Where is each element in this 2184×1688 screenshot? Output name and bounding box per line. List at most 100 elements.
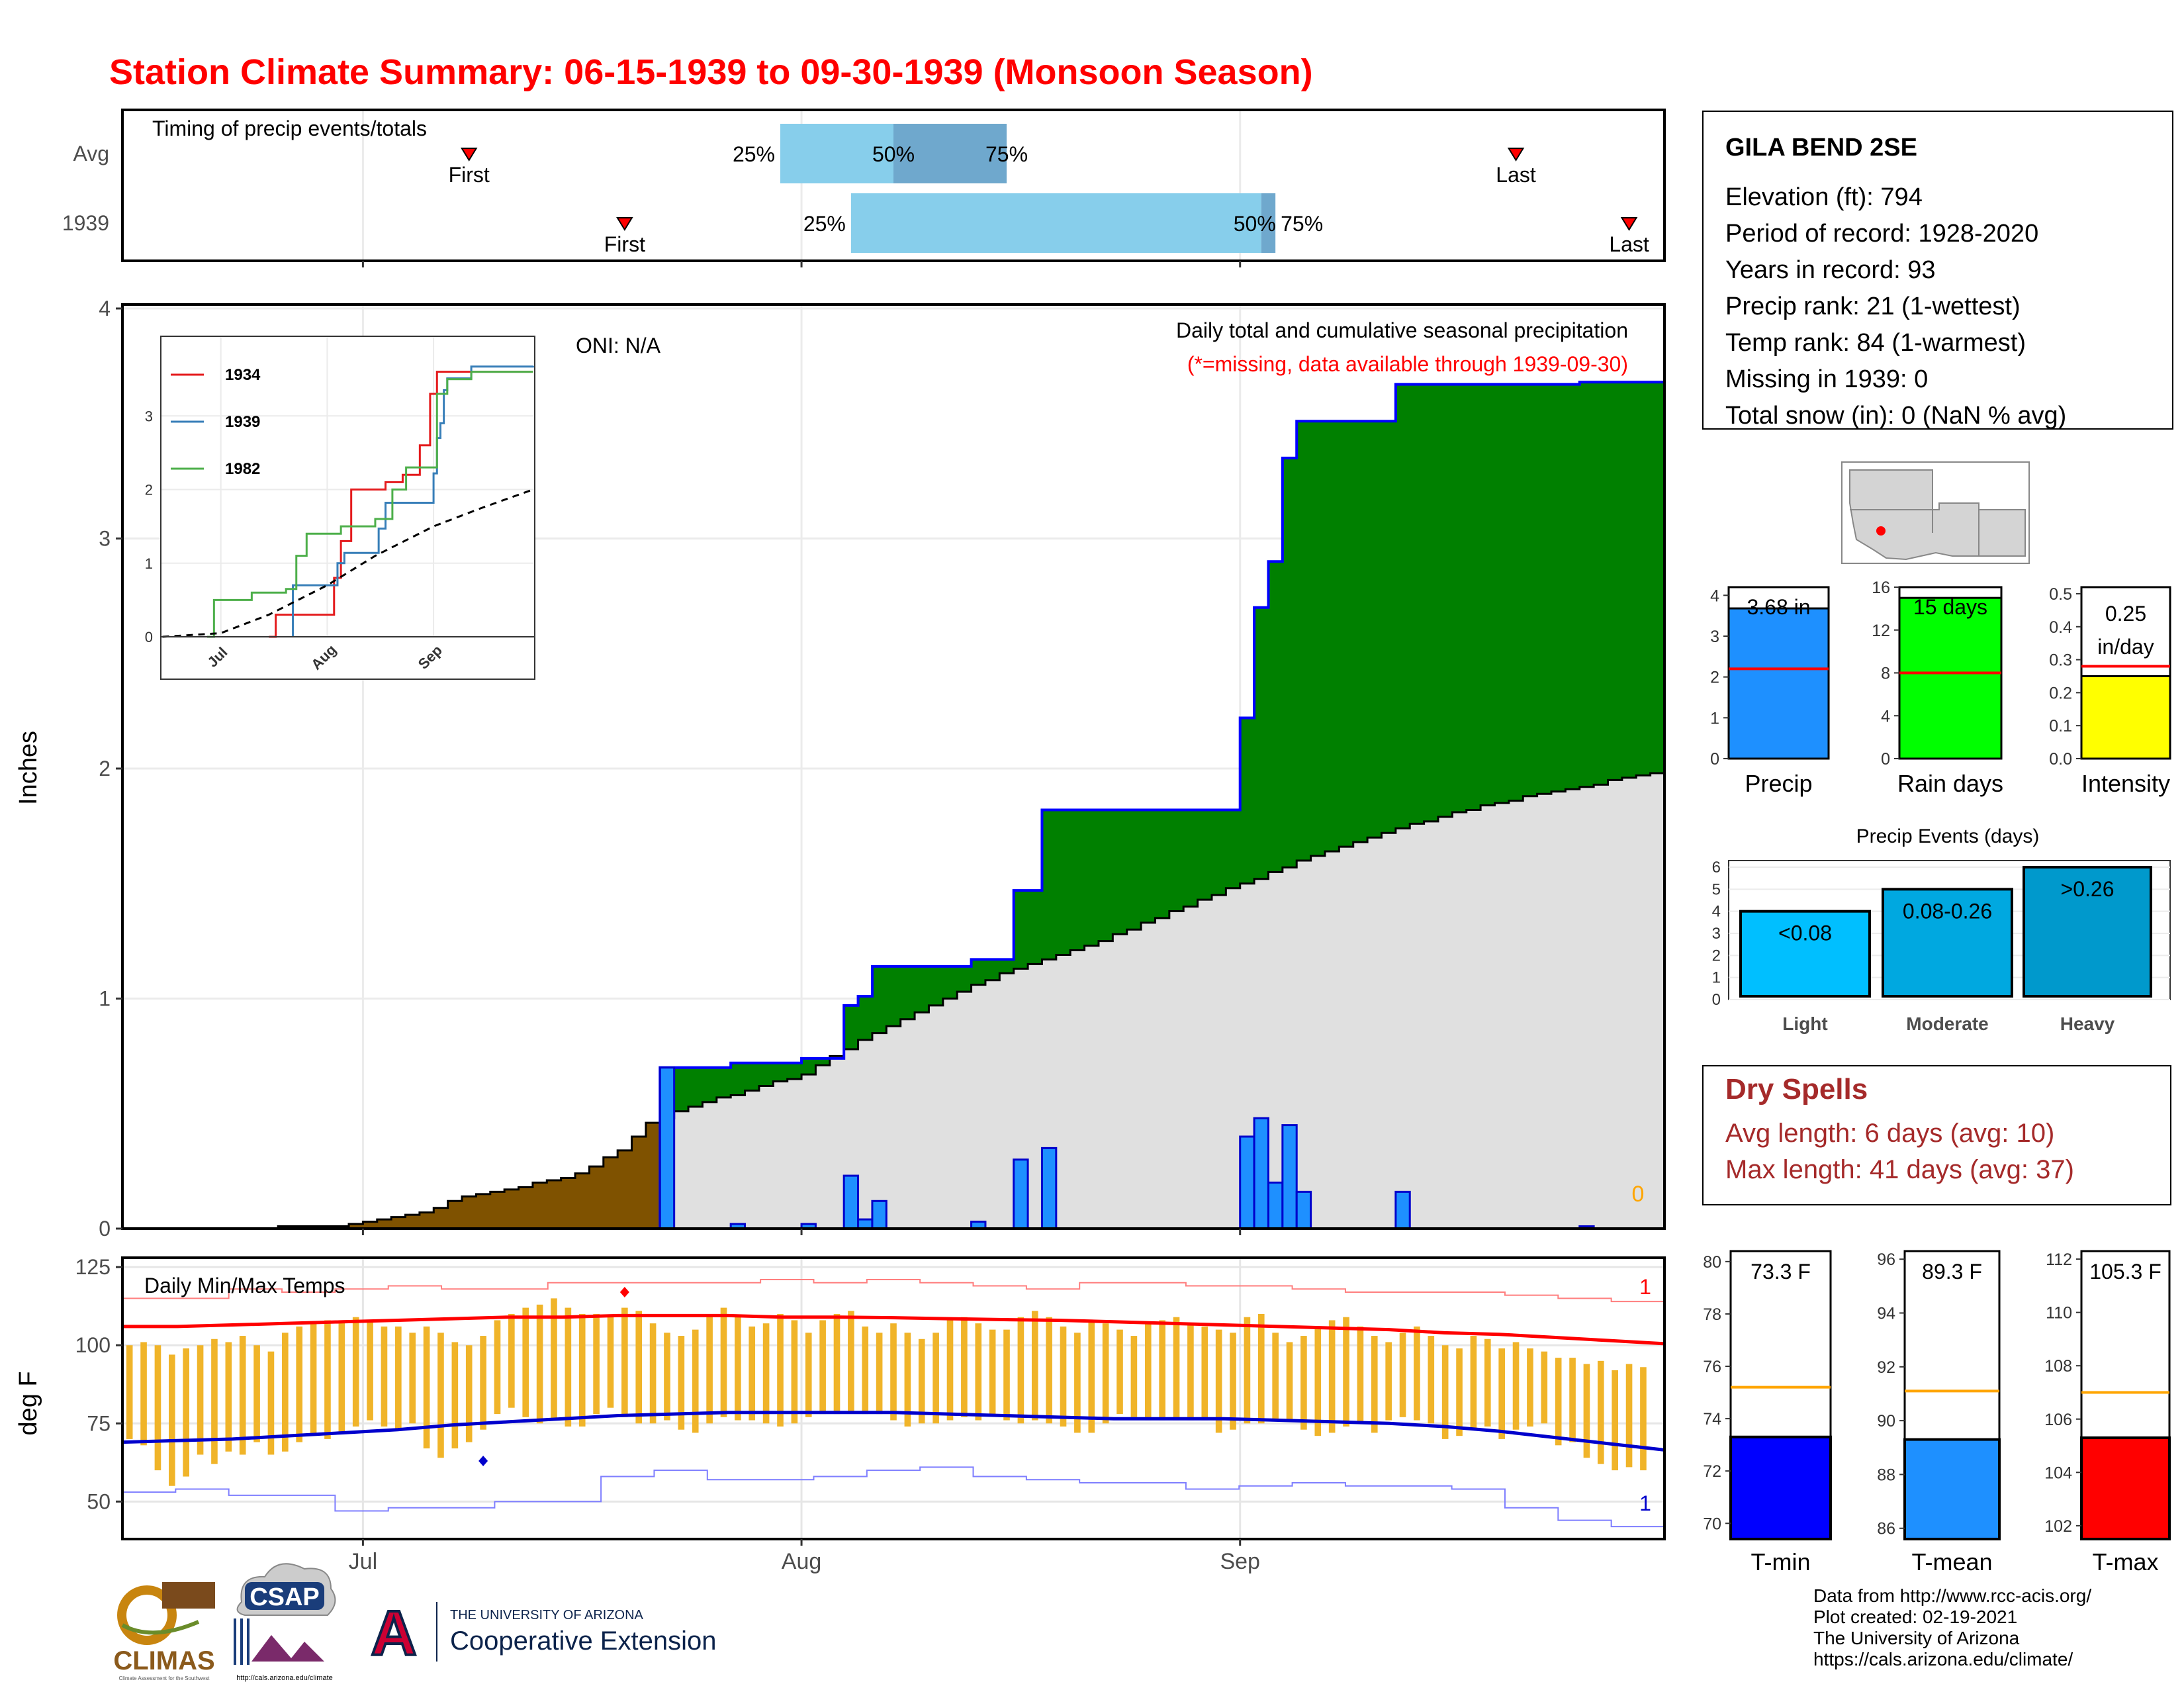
summary-tick-label: 12 [1872,622,1890,640]
summary-tick-label: 0.5 [2049,585,2072,604]
precip-chart-subtitle: (*=missing, data available through 1939-… [1187,352,1628,376]
daily-temp-bar [1612,1370,1618,1471]
dry-spells-box: Dry Spells Avg length: 6 days (avg: 10) … [1702,1065,2171,1205]
daily-temp-bar [1074,1333,1081,1433]
summary-tick-label: 4 [1881,707,1890,726]
daily-temp-bar [904,1333,911,1427]
daily-temp-bar [1230,1333,1236,1430]
daily-temp-bar [465,1345,473,1442]
timing-row-label-avg: Avg [73,142,109,165]
precip-ylabel: Inches [15,731,42,805]
daily-temp-bar [338,1320,345,1433]
daily-precip-bar [1295,1190,1312,1230]
daily-temp-bar [876,1333,883,1415]
daily-temp-bar [565,1307,572,1427]
daily-temp-bar [678,1336,685,1430]
temp-ylabel: deg F [15,1371,42,1435]
temp-summary-bar-t-mean [1903,1438,2001,1540]
station-dot [1876,526,1886,536]
record-min-line [122,1466,1664,1528]
daily-temp-bar [1314,1326,1322,1436]
dry-spells-max: Max length: 41 days (avg: 37) [1725,1155,2074,1184]
ua-extension-text: Cooperative Extension [450,1626,716,1656]
timing-label-q25: 25% [733,142,775,166]
station-info-line: Temp rank: 84 (1-warmest) [1725,329,2026,357]
summary-value-label: 0.25 [2105,602,2146,626]
daily-temp-bar [1399,1333,1406,1417]
summary-tick-label: 16 [1872,579,1890,597]
daily-temp-bar [1003,1329,1010,1421]
daily-temp-bar [367,1320,373,1421]
timing-marker-first [460,148,478,162]
oni-label: ONI: N/A [576,334,661,357]
daily-temp-bar [197,1345,204,1455]
daily-temp-bar [381,1326,388,1427]
station-info-line: Period of record: 1928-2020 [1725,220,2038,248]
timing-marker-last [1620,217,1638,231]
timing-bar-25-50 [850,193,1261,253]
events-tick-label: 0 [1712,991,1721,1009]
precip-events-chart: Precip Events (days) 0 1 2 3 4 5 6 <0.08 Light 0.0… [1712,825,2171,1034]
climas-subtext: Climate Assessment for the Southwest [119,1675,210,1681]
summary-tick-label: 0 [1710,750,1719,769]
inset-tick-label: 1 [145,555,153,572]
temp-summary-tick-label: 74 [1703,1410,1721,1429]
daily-temp-bar [1201,1326,1208,1421]
daily-temp-bar [551,1298,557,1421]
daily-temp-bar [1385,1342,1392,1421]
daily-temp-bar [1046,1317,1052,1424]
inset-series-line [269,371,533,638]
temp-chart-title: Daily Min/Max Temps [144,1274,345,1297]
daily-temp-bar [720,1307,727,1417]
csap-text: CSAP [250,1583,320,1611]
footer-line-2: Plot created: 02-19-2021 [1813,1607,2017,1627]
daily-temp-bar [1257,1314,1265,1424]
daily-precip-bar [842,1174,860,1230]
timing-label-last: Last [1496,163,1536,187]
footer-line-3: The University of Arizona [1813,1628,2020,1648]
temp-summary-tick-label: 104 [2044,1464,2072,1482]
inset-series-line [162,489,533,638]
precip-panel: 0 1 2 3 4 Inches ONI: N/A Daily total and cu… [15,297,1666,1241]
missing-count-label: 0 [1632,1182,1645,1207]
timing-label-first: First [604,232,645,256]
footer-line-4: https://cals.arizona.edu/climate/ [1813,1649,2073,1669]
temp-summary-tick-label: 96 [1877,1250,1895,1269]
daily-temp-bar [253,1345,260,1442]
dry-spells-title: Dry Spells [1725,1073,1868,1105]
summary-panel-name: Precip [1745,770,1812,797]
daily-temp-bar [649,1323,657,1424]
summary-tick-label: 0.4 [2049,618,2072,637]
daily-temp-bar [762,1323,770,1424]
daily-temp-bar [536,1304,543,1424]
daily-temp-bar [819,1320,826,1415]
daily-temp-bar [1286,1342,1293,1421]
summary-bar-precip [1727,607,1830,760]
daily-temp-bar [777,1314,784,1427]
daily-temp-bar [1328,1320,1336,1433]
daily-temp-bar [1371,1336,1378,1433]
temp-summary-tick-label: 80 [1703,1253,1721,1272]
summary-tick-label: 8 [1881,665,1890,683]
temp-tick-label: 125 [75,1255,111,1279]
logos: CLIMAS Climate Assessment for the Southw… [113,1563,716,1682]
daily-temp-bar [1159,1320,1165,1421]
events-category-label: Heavy [2060,1013,2115,1034]
temp-summary-value-label: 105.3 F [2089,1260,2161,1284]
inset-tick-label: 3 [145,408,153,424]
daily-temp-bar [296,1326,303,1442]
daily-temp-bar [1102,1323,1109,1424]
timing-label-q75: 75% [985,142,1028,166]
daily-temp-bar [437,1333,444,1458]
events-title: Precip Events (days) [1856,825,2040,847]
temp-summary-tick-label: 92 [1877,1358,1895,1377]
daily-temp-bar [126,1345,133,1439]
daily-temp-bar [1244,1317,1251,1424]
daily-precip-bar [1040,1147,1058,1230]
daily-temp-bar [578,1314,586,1427]
temp-summary-panel-name: T-max [2092,1548,2158,1575]
daily-temp-bar [890,1323,897,1421]
temp-summary-tick-label: 112 [2046,1250,2072,1269]
